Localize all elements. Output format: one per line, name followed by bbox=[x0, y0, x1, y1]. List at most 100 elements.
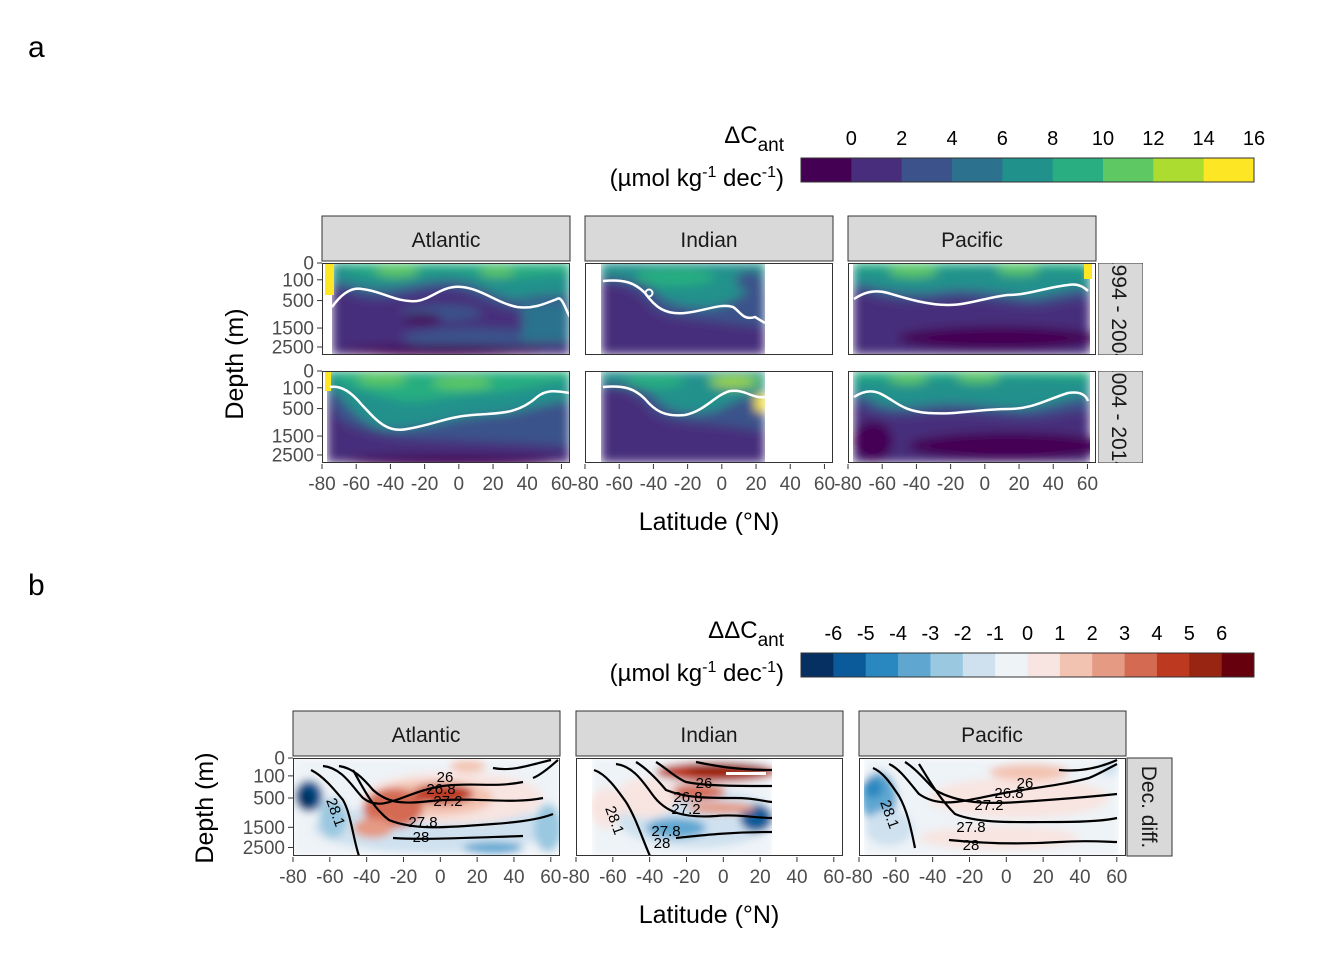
x-tick-label: 20 bbox=[482, 474, 503, 495]
colorbar-bin bbox=[1092, 653, 1126, 677]
x-tick-label: -20 bbox=[674, 474, 701, 495]
panel-a-strips: Atlantic Indian Pacific 1994 - 2004 2004… bbox=[321, 215, 1143, 463]
y-tick-label: 2500 bbox=[272, 445, 314, 466]
colorbar-tick-label: 3 bbox=[1119, 623, 1130, 645]
panel-b-x-ticks: -80 -60 -40 -20 0 20 40 60 -80 -60 -40 -20 0 20 40 60 -8… bbox=[279, 857, 1127, 888]
panel-a-x-axis-title: Latitude (°N) bbox=[639, 508, 780, 536]
isopycnal-label: 26 bbox=[696, 775, 713, 792]
colorbar-bin bbox=[851, 158, 903, 182]
x-tick-label: 20 bbox=[1033, 867, 1054, 888]
colorbar-frame bbox=[800, 157, 1255, 183]
y-tick-label: 500 bbox=[282, 399, 314, 420]
strip-b-row: Dec. diff. bbox=[1137, 766, 1160, 848]
colorbar-bin bbox=[1153, 158, 1205, 182]
x-tick-label: 0 bbox=[435, 867, 446, 888]
panel-a-legend-unit: (µmol kg-1 dec-1) bbox=[610, 164, 784, 192]
isopycnal-label: 26 bbox=[1017, 775, 1034, 792]
panel-b-colorbar bbox=[800, 652, 1255, 678]
strip-b-atlantic: Atlantic bbox=[392, 724, 461, 747]
x-tick-label: -80 bbox=[308, 474, 335, 495]
colorbar-tick-label: 6 bbox=[1216, 623, 1227, 645]
colorbar-bin bbox=[952, 158, 1003, 182]
y-tick-label: 100 bbox=[282, 378, 314, 399]
y-tick-label: 500 bbox=[282, 291, 314, 312]
isopycnal-label: 27.2 bbox=[974, 797, 1003, 814]
x-tick-label: 0 bbox=[454, 474, 465, 495]
colorbar-bin bbox=[1156, 653, 1190, 677]
x-tick-label: -40 bbox=[640, 474, 667, 495]
isopycnal-label: 28 bbox=[413, 829, 430, 846]
panel-a-indian-row1 bbox=[585, 263, 833, 355]
x-tick-label: -80 bbox=[562, 867, 589, 888]
y-tick-label: 500 bbox=[253, 789, 285, 810]
x-tick-label: 60 bbox=[814, 474, 835, 495]
strip-a-row1: 1994 - 2004 bbox=[1107, 253, 1130, 365]
x-tick-label: 60 bbox=[1077, 474, 1098, 495]
x-tick-label: 40 bbox=[780, 474, 801, 495]
strip-a-pacific: Pacific bbox=[941, 229, 1003, 252]
y-tick-label: 1500 bbox=[272, 427, 314, 448]
colorbar-tick-label: -1 bbox=[986, 623, 1004, 645]
x-tick-label: -20 bbox=[673, 867, 700, 888]
x-tick-label: 60 bbox=[551, 474, 572, 495]
colorbar-tick-label: -5 bbox=[857, 623, 875, 645]
colorbar-bin bbox=[930, 653, 964, 677]
x-tick-label: -20 bbox=[390, 867, 417, 888]
x-tick-label: 40 bbox=[503, 867, 524, 888]
colorbar-tick-label: -3 bbox=[922, 623, 940, 645]
colorbar-bin bbox=[801, 653, 834, 677]
colorbar-bin bbox=[1027, 653, 1061, 677]
y-tick-label: 0 bbox=[303, 362, 314, 383]
panel-a-colorbar-ticks: 0 2 4 6 8 10 12 14 16 bbox=[846, 128, 1265, 150]
colorbar-tick-label: 6 bbox=[997, 128, 1008, 150]
panel-a-colorbar bbox=[800, 157, 1255, 183]
x-tick-label: 40 bbox=[1069, 867, 1090, 888]
strip-a-atlantic: Atlantic bbox=[412, 229, 481, 252]
isopycnal-label: 28 bbox=[963, 837, 980, 854]
x-tick-label: -40 bbox=[903, 474, 930, 495]
strip-b-indian: Indian bbox=[680, 724, 737, 747]
isopycnal-label: 26.8 bbox=[426, 781, 455, 798]
colorbar-bin bbox=[1059, 653, 1093, 677]
x-tick-label: 20 bbox=[750, 867, 771, 888]
y-tick-label: 1500 bbox=[272, 319, 314, 340]
x-tick-label: 0 bbox=[717, 474, 728, 495]
colorbar-bin bbox=[1203, 158, 1255, 182]
colorbar-tick-label: 14 bbox=[1193, 128, 1215, 150]
isopycnal-label: 27.8 bbox=[956, 819, 985, 836]
panel-b-colorbar-ticks: -6 -5 -4 -3 -2 -1 0 1 2 3 4 5 6 bbox=[824, 623, 1227, 645]
x-tick-label: 40 bbox=[786, 867, 807, 888]
y-tick-label: 0 bbox=[274, 749, 285, 770]
isopycnal-label: 27.2 bbox=[671, 801, 700, 818]
y-tick-label: 2500 bbox=[272, 337, 314, 358]
x-tick-label: -80 bbox=[571, 474, 598, 495]
x-tick-label: 0 bbox=[718, 867, 729, 888]
colorbar-tick-label: 10 bbox=[1092, 128, 1114, 150]
colorbar-bin bbox=[1124, 653, 1158, 677]
panel-b-y-axis-title: Depth (m) bbox=[191, 752, 219, 863]
x-tick-label: 20 bbox=[745, 474, 766, 495]
panel-a-pacific-row1 bbox=[848, 263, 1096, 355]
y-tick-label: 0 bbox=[303, 254, 314, 275]
colorbar-tick-label: 0 bbox=[1022, 623, 1033, 645]
x-tick-label: 0 bbox=[1001, 867, 1012, 888]
colorbar-tick-label: 4 bbox=[946, 128, 957, 150]
colorbar-tick-label: 0 bbox=[846, 128, 857, 150]
colorbar-tick-label: 4 bbox=[1151, 623, 1162, 645]
panel-a-x-ticks: -80 -60 -40 -20 0 20 40 60 -80 -60 -40 -20 0 20 40 60 -8… bbox=[308, 464, 1098, 495]
x-tick-label: 60 bbox=[823, 867, 844, 888]
colorbar-bin bbox=[801, 158, 852, 182]
x-tick-label: -40 bbox=[377, 474, 404, 495]
colorbar-bin bbox=[1189, 653, 1223, 677]
colorbar-bin bbox=[865, 653, 899, 677]
y-tick-label: 1500 bbox=[243, 818, 285, 839]
isopycnal-label: 26.8 bbox=[994, 785, 1023, 802]
panel-a-y-axis-title: Depth (m) bbox=[221, 308, 249, 419]
colorbar-bin bbox=[901, 158, 953, 182]
strip-a-indian: Indian bbox=[680, 229, 737, 252]
colorbar-bin bbox=[1221, 653, 1255, 677]
